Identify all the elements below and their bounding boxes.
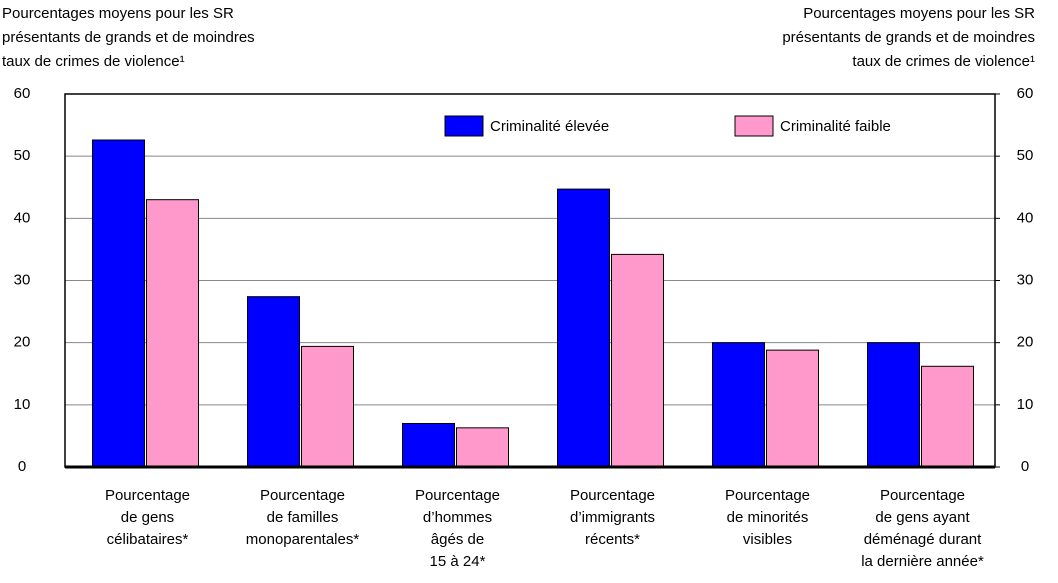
y2-axis-label: taux de crimes de violence¹ [852, 53, 1035, 70]
y-tick-label: 50 [14, 147, 31, 164]
x-tick-label: d’immigrants [570, 509, 655, 526]
y-axis-label: taux de crimes de violence¹ [2, 53, 185, 70]
x-tick-label: de minorités [727, 509, 809, 526]
bar [712, 342, 765, 468]
y2-tick-label: 50 [1017, 147, 1034, 164]
y2-tick-label: 30 [1017, 271, 1034, 288]
x-tick-label: Pourcentage [415, 487, 500, 504]
bar [301, 345, 354, 468]
x-tick-label: de familles [267, 509, 339, 526]
x-tick-label: Pourcentage [570, 487, 655, 504]
x-tick-label: de gens [121, 509, 174, 526]
x-tick-label: âgés de [431, 531, 484, 548]
x-tick-label: monoparentales* [246, 531, 360, 548]
legend-swatch [734, 115, 774, 137]
y2-tick-label: 0 [1021, 458, 1029, 475]
y2-axis-label: Pourcentages moyens pour les SR [803, 5, 1035, 22]
y-tick-label: 30 [14, 271, 31, 288]
x-tick-label: Pourcentage [725, 487, 810, 504]
y2-tick-label: 10 [1017, 396, 1034, 413]
x-tick-label: Pourcentage [260, 487, 345, 504]
x-tick-label: d’hommes [423, 509, 492, 526]
bar [766, 349, 819, 468]
bar [92, 139, 145, 468]
x-tick-label: récents* [585, 531, 640, 548]
bar [402, 422, 455, 468]
x-tick-label: célibataires* [107, 531, 189, 548]
y-axis-label: présentants de grands et de moindres [2, 29, 255, 46]
y-tick-label: 20 [14, 334, 31, 351]
bar [146, 199, 199, 468]
legend-label: Criminalité faible [780, 118, 891, 135]
y2-tick-label: 40 [1017, 209, 1034, 226]
bar [456, 427, 509, 468]
x-tick-label: visibles [743, 531, 792, 548]
x-tick-label: Pourcentage [880, 487, 965, 504]
y-tick-label: 60 [14, 85, 31, 102]
bar [921, 365, 974, 468]
x-tick-label: déménagé durant [864, 531, 982, 548]
y-tick-label: 10 [14, 396, 31, 413]
legend-swatch [444, 115, 484, 137]
x-tick-label: de gens ayant [875, 509, 970, 526]
bar [867, 342, 920, 468]
y-tick-label: 0 [18, 458, 26, 475]
y2-axis-label: présentants de grands et de moindres [782, 29, 1035, 46]
bar [247, 296, 300, 468]
y-axis-label: Pourcentages moyens pour les SR [2, 5, 234, 22]
bar [611, 253, 664, 468]
bar [557, 188, 610, 468]
y-tick-label: 40 [14, 209, 31, 226]
legend-label: Criminalité élevée [490, 118, 609, 135]
y2-tick-label: 20 [1017, 334, 1034, 351]
y2-tick-label: 60 [1017, 85, 1034, 102]
x-tick-label: Pourcentage [105, 487, 190, 504]
x-tick-label: la dernière année* [861, 553, 984, 570]
x-tick-label: 15 à 24* [430, 553, 486, 570]
